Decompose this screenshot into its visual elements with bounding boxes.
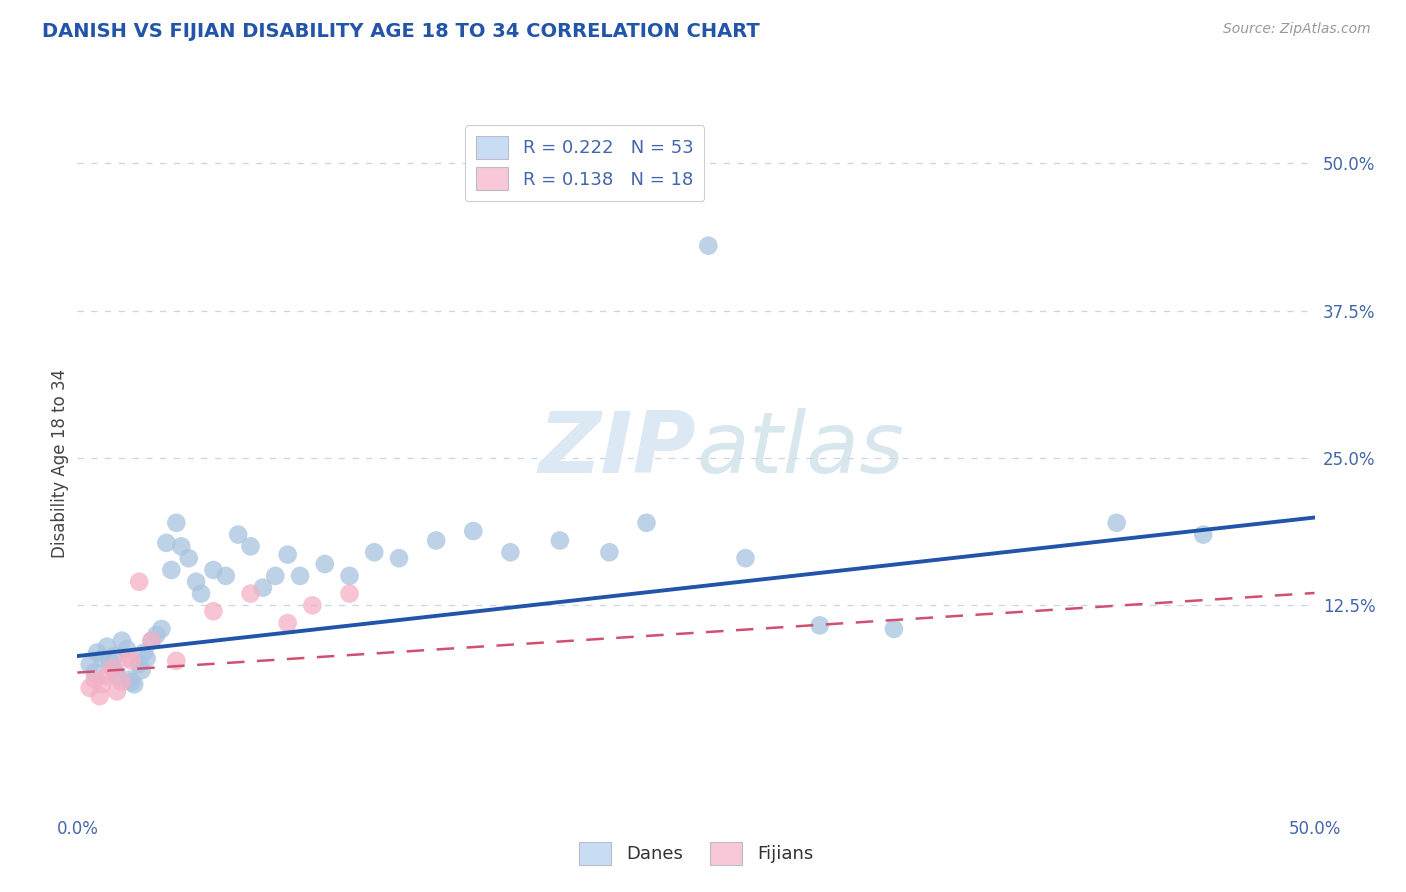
Point xyxy=(105,684,128,698)
Point xyxy=(128,657,150,672)
Point xyxy=(277,615,299,630)
Point xyxy=(215,569,238,583)
Point xyxy=(883,622,905,636)
Point xyxy=(463,524,485,538)
Point xyxy=(79,657,101,672)
Point xyxy=(86,646,108,660)
Point xyxy=(141,633,163,648)
Point xyxy=(598,545,620,559)
Point xyxy=(160,563,183,577)
Point xyxy=(252,581,274,595)
Point xyxy=(239,540,262,554)
Point xyxy=(697,238,720,252)
Point xyxy=(388,551,411,566)
Point xyxy=(98,654,121,668)
Point xyxy=(226,527,249,541)
Point xyxy=(425,533,447,548)
Point xyxy=(363,545,385,559)
Point xyxy=(89,689,111,703)
Point xyxy=(96,640,118,654)
Point xyxy=(184,574,207,589)
Point xyxy=(91,677,114,691)
Point xyxy=(145,628,167,642)
Point xyxy=(339,569,361,583)
Point xyxy=(202,604,225,618)
Point xyxy=(96,669,118,683)
Point xyxy=(499,545,522,559)
Point xyxy=(115,651,138,665)
Point xyxy=(548,533,571,548)
Point xyxy=(1192,527,1215,541)
Point xyxy=(79,681,101,695)
Point xyxy=(83,673,105,687)
Y-axis label: Disability Age 18 to 34: Disability Age 18 to 34 xyxy=(51,369,69,558)
Point xyxy=(122,677,145,691)
Point xyxy=(165,654,187,668)
Point xyxy=(301,599,323,613)
Point xyxy=(170,540,193,554)
Point xyxy=(150,622,173,636)
Point xyxy=(288,569,311,583)
Point xyxy=(131,663,153,677)
Point xyxy=(177,551,200,566)
Point xyxy=(202,563,225,577)
Point xyxy=(105,669,128,683)
Point xyxy=(118,673,141,687)
Point xyxy=(165,516,187,530)
Point xyxy=(128,574,150,589)
Point xyxy=(101,661,124,675)
Point xyxy=(115,642,138,657)
Text: ZIP: ZIP xyxy=(538,409,696,491)
Point xyxy=(636,516,658,530)
Point xyxy=(190,586,212,600)
Point xyxy=(264,569,287,583)
Point xyxy=(101,661,124,675)
Point xyxy=(239,586,262,600)
Point xyxy=(121,654,143,668)
Point xyxy=(103,663,125,677)
Point xyxy=(808,618,831,632)
Point xyxy=(1105,516,1128,530)
Point xyxy=(277,548,299,562)
Text: DANISH VS FIJIAN DISABILITY AGE 18 TO 34 CORRELATION CHART: DANISH VS FIJIAN DISABILITY AGE 18 TO 34… xyxy=(42,22,759,41)
Point xyxy=(339,586,361,600)
Point xyxy=(314,557,336,571)
Point xyxy=(103,648,125,663)
Point xyxy=(734,551,756,566)
Point xyxy=(91,651,114,665)
Text: Source: ZipAtlas.com: Source: ZipAtlas.com xyxy=(1223,22,1371,37)
Point xyxy=(135,651,157,665)
Point xyxy=(155,536,177,550)
Point xyxy=(134,646,156,660)
Point xyxy=(83,665,105,680)
Point xyxy=(141,633,163,648)
Point xyxy=(111,675,134,690)
Legend: Danes, Fijians: Danes, Fijians xyxy=(572,835,820,872)
Point xyxy=(111,633,134,648)
Text: atlas: atlas xyxy=(696,409,904,491)
Point xyxy=(121,675,143,690)
